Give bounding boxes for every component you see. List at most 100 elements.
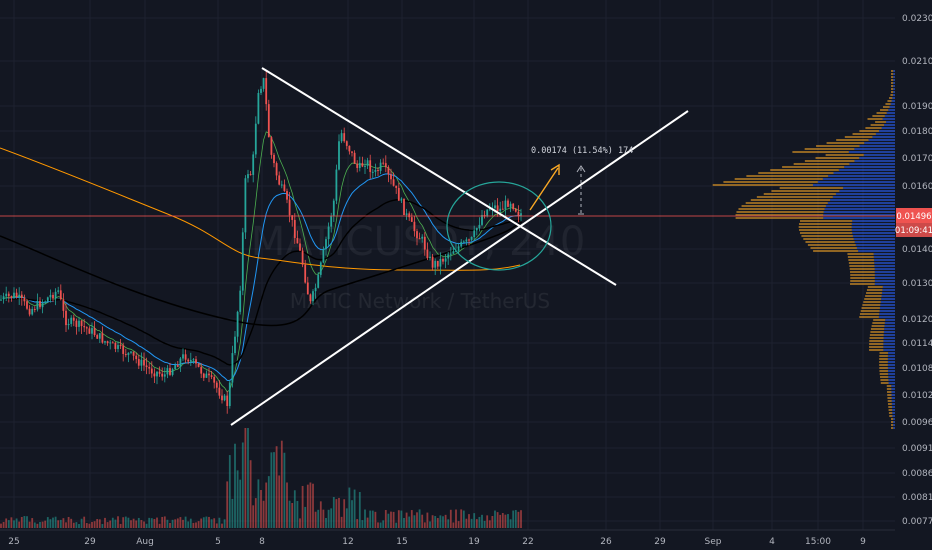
candle-body [353,152,356,164]
volume-bar [33,522,36,528]
candle-body [338,141,340,170]
candle-body [431,256,434,268]
profile-bar-up [888,406,892,408]
profile-bar-down [893,73,895,75]
profile-bar-down [830,199,895,201]
drawings[interactable]: 0.00174 (11.54%) 174 [230,67,689,426]
candle-body [351,151,353,153]
volume-bar [488,520,491,528]
candle-body [192,359,195,361]
candle-body [387,167,390,175]
time-tick-label: Sep [705,537,722,547]
profile-bar-up [746,175,829,177]
candle-body [166,368,169,375]
profile-bar-up [880,109,889,111]
profile-bar-down [891,403,895,405]
measure-label: 0.00174 (11.54%) 174 [531,146,633,156]
projection-arrow[interactable] [529,167,559,211]
volume-bar [28,521,31,528]
lower-trendline[interactable] [230,110,689,426]
volume-bar [93,521,96,528]
candle-body [231,353,234,383]
profile-bar-up [879,352,889,354]
profile-bar-up [804,148,855,150]
time-tick-label: 22 [522,537,533,547]
profile-bar-down [827,202,895,204]
candle-body [117,345,119,349]
candle-body [215,382,218,388]
profile-bar-up [869,334,884,336]
candle-body [366,160,369,166]
volume-bar [455,509,457,528]
volume-bar [70,518,73,528]
profile-bar-up [891,421,894,423]
volume-bar [439,515,442,528]
candle-body [301,250,304,265]
profile-bar-down [839,190,895,192]
candle-body [442,258,444,262]
profile-bar-down [881,292,895,294]
volume-bar [319,501,322,528]
candle-body [501,208,504,210]
candle-body [36,300,39,310]
candle-body [223,395,226,401]
volume-bar [221,523,223,528]
candle-body [465,239,468,242]
profile-bar-up [750,199,831,201]
candle-body [26,301,28,309]
profile-bar-down [890,103,895,105]
profile-bar-up [869,340,884,342]
profile-bar-up [879,364,888,366]
profile-bar-down [888,352,895,354]
profile-bar-down [882,118,895,120]
profile-bar-up [850,274,875,276]
profile-bar-down [863,154,895,156]
highlight-ellipse[interactable] [446,181,552,271]
profile-bar-up [758,172,834,174]
profile-bar-up [891,79,894,81]
profile-bar-down [859,157,895,159]
volume-bar [59,519,62,528]
volume-bar [361,520,364,528]
time-tick-label: 15:00 [805,537,831,547]
measure-arrow-icon [576,165,586,173]
candle-body [509,203,512,207]
candle-body [83,326,86,328]
volume-bar [296,500,299,528]
volume-bar [364,509,366,528]
volume-bar [10,517,13,528]
profile-bar-up [807,244,856,246]
price-tick-label: 0.00815 [902,493,932,503]
candle-body [291,215,294,220]
time-axis[interactable]: 25 29 Aug 5 8 12 15 19 22 26 29 Sep 4 15:00 9 [0,529,932,550]
profile-bar-up [869,349,884,351]
profile-bar-up [863,301,881,303]
profile-bar-up [867,286,883,288]
profile-bar-down [823,214,895,216]
profile-bar-down [891,397,895,399]
profile-bar-up [770,169,839,171]
profile-bar-up [891,91,894,93]
volume-bar [91,521,93,528]
volume-bar [436,518,439,528]
profile-bar-down [881,127,895,129]
candle-body [200,366,203,374]
candle-body [195,359,197,364]
upper-trendline[interactable] [261,67,617,286]
candle-body [340,133,343,142]
profile-bar-down [893,88,895,90]
profile-bar-up [847,256,874,258]
candle-body [379,162,382,171]
volume-bar [447,519,450,528]
candle-body [52,294,54,299]
candle-body [65,310,67,326]
candle-body [280,184,283,186]
volume-bar [377,522,379,528]
profile-bar-down [852,232,895,234]
volume-bar [166,519,169,528]
profile-bar-down [888,109,895,111]
profile-bar-down [844,166,895,168]
